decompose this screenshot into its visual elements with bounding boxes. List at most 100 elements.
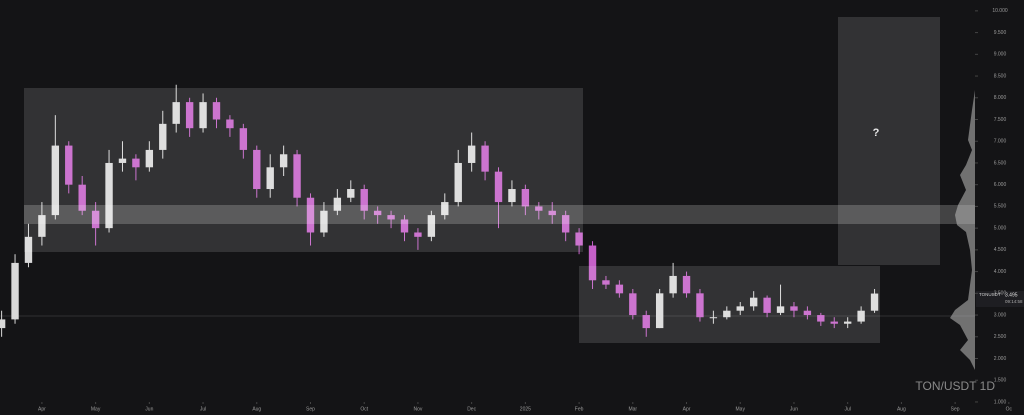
candles: [0, 84, 879, 337]
annotation: ?: [873, 127, 880, 139]
y-tick-label: 8.500: [994, 73, 1007, 79]
last-price: 3.495: [1005, 292, 1018, 298]
candle-body: [38, 215, 46, 237]
y-tick-label: 3.000: [994, 312, 1007, 318]
candle-body: [467, 145, 476, 163]
candle-body: [159, 123, 167, 150]
symbol-tag: TONUSDT: [979, 292, 1001, 297]
x-tick-label: Sep: [306, 406, 315, 412]
range-box: [579, 266, 880, 343]
y-tick-label: 6.500: [994, 160, 1007, 166]
candle-body: [870, 293, 879, 311]
y-tick-label: 3.500: [994, 291, 1007, 297]
candle-body: [615, 284, 624, 294]
x-tick-label: May: [736, 406, 746, 412]
y-tick-label: 5.500: [994, 204, 1007, 210]
candle-body: [843, 321, 852, 324]
candle-body: [454, 162, 462, 203]
candle-body: [414, 232, 422, 237]
candle-body: [481, 145, 489, 172]
candle-body: [696, 293, 704, 318]
candle-body: [494, 171, 503, 203]
candle-body: [830, 321, 838, 324]
x-tick-label: Aug: [897, 406, 906, 412]
zone-band: [24, 205, 975, 224]
candle-body: [24, 236, 33, 263]
y-tick-label: 5.000: [994, 225, 1007, 231]
candle-body: [642, 315, 650, 329]
watermark: TON/USDT 1D: [915, 379, 995, 393]
x-tick-label: Feb: [575, 406, 584, 412]
x-tick-label: Apr: [38, 406, 46, 412]
y-tick-label: 10.000: [992, 8, 1008, 14]
candle-body: [817, 315, 825, 322]
candle-body: [253, 149, 261, 190]
candle-body: [266, 167, 274, 190]
candle-body: [185, 102, 194, 129]
candle-body: [575, 232, 583, 246]
candle-body: [682, 275, 691, 294]
candle-body: [0, 319, 6, 329]
candle-body: [65, 145, 73, 185]
candle-body: [776, 306, 785, 313]
candle-body: [400, 219, 409, 233]
x-tick-label: Mar: [628, 406, 637, 412]
candle-body: [790, 306, 798, 311]
y-tick-label: 1.500: [994, 378, 1007, 384]
candle-body: [199, 102, 207, 129]
projection-box: [838, 17, 940, 265]
volume-profile: [950, 90, 975, 370]
candle-body: [535, 206, 543, 211]
candle-body: [763, 297, 771, 313]
candle-body: [51, 145, 60, 216]
candle-body: [749, 297, 758, 307]
candle-body: [669, 275, 677, 294]
y-tick-label: 7.000: [994, 139, 1007, 145]
x-tick-label: Apr: [683, 406, 691, 412]
candle-body: [373, 210, 382, 216]
x-tick-label: May: [91, 406, 101, 412]
countdown: 09:14:58: [1005, 299, 1023, 304]
y-tick-label: 9.000: [994, 52, 1007, 58]
candle-body: [508, 189, 516, 203]
candle-body: [602, 280, 610, 285]
candle-body: [548, 210, 556, 216]
y-tick-label: 7.500: [994, 117, 1007, 123]
candle-body: [655, 293, 664, 329]
candle-body: [561, 215, 570, 233]
candle-body: [347, 189, 355, 198]
y-tick-label: 4.500: [994, 247, 1007, 253]
candle-body: [387, 215, 395, 220]
candle-body: [78, 184, 86, 211]
x-tick-label: Dec: [467, 406, 476, 412]
candle-body: [212, 102, 221, 120]
candle-body: [360, 189, 368, 211]
x-tick-label: 2025: [520, 406, 531, 412]
candle-body: [629, 293, 637, 316]
x-tick-label: Oc: [1006, 406, 1013, 412]
candle-body: [172, 102, 180, 124]
candle-body: [105, 162, 113, 229]
candle-body: [306, 197, 315, 233]
candle-body: [118, 158, 127, 163]
x-tick-label: Jul: [200, 406, 206, 412]
x-tick-label: Aug: [252, 406, 261, 412]
x-tick-label: Jul: [844, 406, 850, 412]
candle-body: [91, 210, 100, 229]
y-tick-label: 9.500: [994, 30, 1007, 36]
candle-body: [736, 306, 744, 311]
x-tick-label: Sep: [951, 406, 960, 412]
x-tick-label: Oct: [360, 406, 368, 412]
x-tick-label: Jun: [145, 406, 153, 412]
candle-body: [723, 310, 731, 318]
y-tick-label: 2.000: [994, 356, 1007, 362]
x-tick-label: Jun: [790, 406, 798, 412]
candle-body: [226, 119, 234, 129]
candle-body: [11, 262, 19, 320]
candle-body: [333, 197, 342, 211]
candle-body: [239, 128, 248, 150]
candle-body: [279, 154, 288, 168]
candle-body: [132, 158, 140, 168]
